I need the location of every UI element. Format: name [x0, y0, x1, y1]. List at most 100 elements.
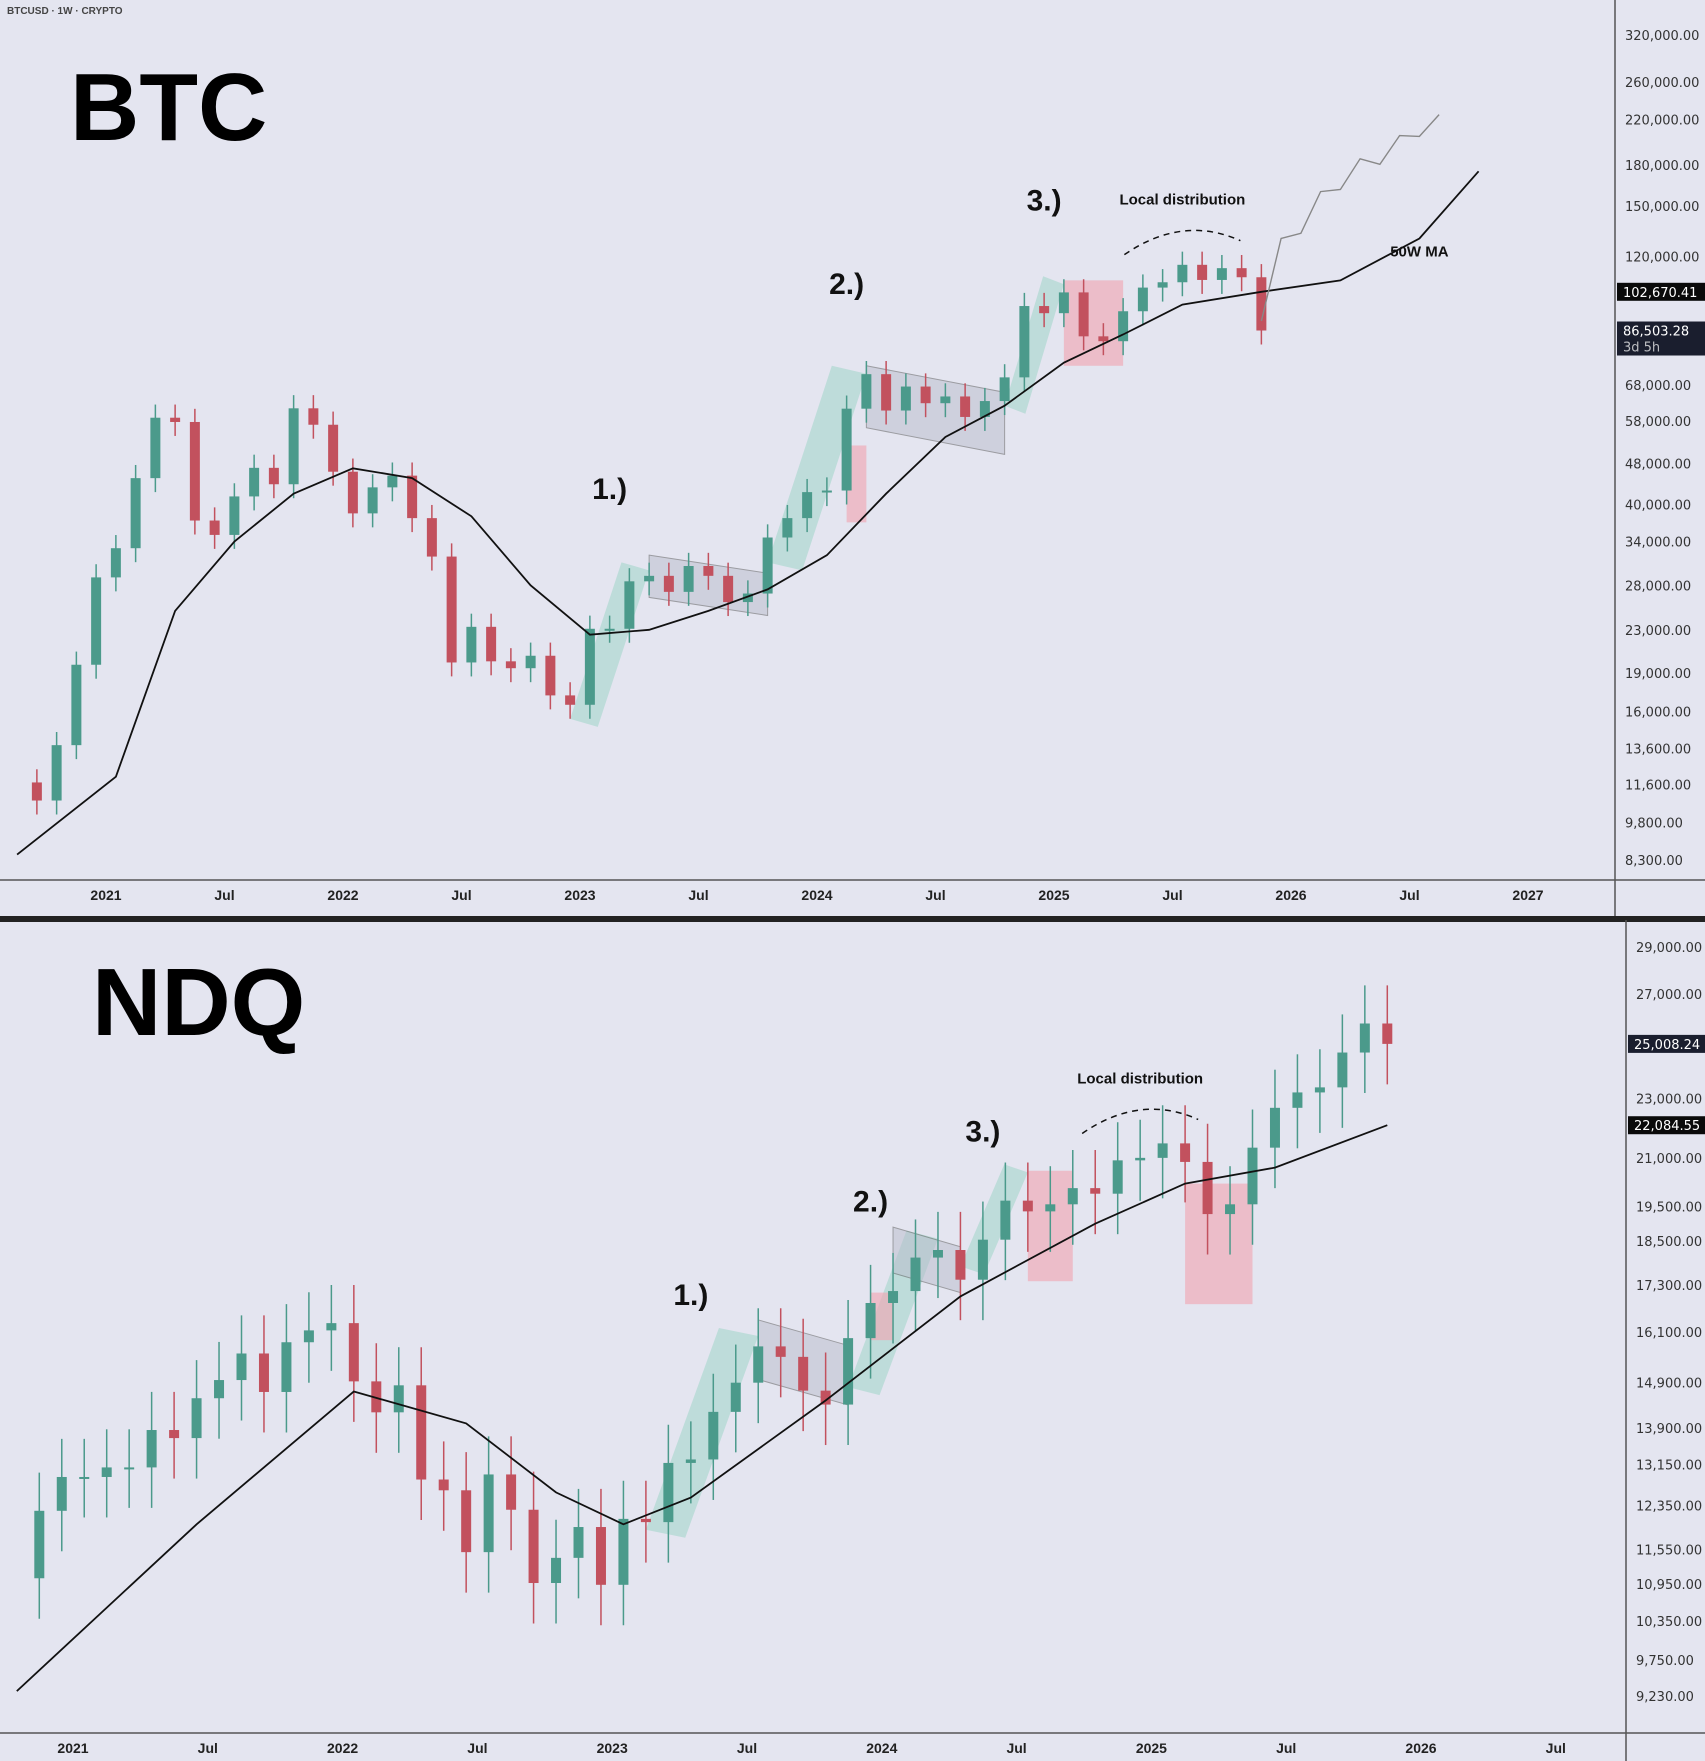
candle-body [367, 487, 378, 514]
price-tick-label: 21,000.00 [1636, 1152, 1702, 1167]
price-tick-label: 12,350.00 [1636, 1499, 1702, 1514]
price-tick-label: 48,000.00 [1625, 458, 1691, 473]
candle-body [551, 1557, 562, 1584]
price-tick-label: 150,000.00 [1625, 200, 1699, 215]
candle-body [762, 537, 773, 594]
candle-body [1135, 1157, 1146, 1161]
candle-body [1098, 336, 1109, 342]
time-tick-label: 2026 [1275, 887, 1306, 903]
candle-body [303, 1330, 314, 1343]
candle-body [91, 577, 102, 665]
projection-path [1260, 114, 1440, 322]
pullback-zone [870, 1292, 894, 1341]
price-label-box [1628, 1034, 1705, 1053]
impulse-zone [645, 1327, 759, 1538]
time-tick-label: Jul [737, 1740, 757, 1756]
time-tick-label: 2025 [1038, 887, 1069, 903]
candle-body [640, 1518, 651, 1523]
candle-body [79, 1476, 90, 1479]
candle-body [1090, 1188, 1101, 1194]
time-tick-label: 2024 [801, 887, 832, 903]
candle-body [505, 661, 516, 669]
time-tick-label: Jul [925, 887, 945, 903]
candle-body [920, 386, 931, 404]
candle-body [1039, 306, 1050, 314]
candle-body [124, 1467, 135, 1470]
candle-body [723, 575, 734, 603]
price-tick-label: 320,000.00 [1625, 29, 1699, 44]
candle-body [214, 1380, 225, 1399]
candle-body [56, 1476, 67, 1511]
distribution-arc [1081, 1108, 1199, 1135]
candle-body [1058, 292, 1069, 314]
price-tick-label: 9,800.00 [1625, 816, 1683, 831]
candle-body [146, 1430, 157, 1468]
candle-body [249, 467, 260, 497]
candle-body [1236, 268, 1247, 278]
candle-body [169, 1430, 180, 1439]
candle-body [1157, 1143, 1168, 1158]
candle-body [191, 1398, 202, 1439]
impulse-zone [1004, 276, 1064, 414]
candle-body [604, 628, 615, 631]
candle-body [101, 1467, 112, 1477]
time-tick-label: 2021 [57, 1740, 88, 1756]
candle-body [888, 1291, 899, 1303]
candle-body [861, 374, 872, 409]
time-tick-label: 2025 [1136, 1740, 1167, 1756]
price-tick-label: 23,000.00 [1636, 1093, 1702, 1108]
candle-body [1337, 1052, 1348, 1088]
candle-body [525, 655, 536, 669]
candle-body [407, 475, 418, 519]
btc-panel: 1.) 2.) 3.) Local distribution 50W MA 320,000… [0, 0, 1705, 922]
candle-body [71, 664, 82, 746]
candle-body [1112, 1160, 1123, 1194]
candle-body [328, 424, 339, 472]
candle-body [1202, 1161, 1213, 1215]
price-tick-label: 13,900.00 [1636, 1422, 1702, 1437]
candle-body [416, 1385, 427, 1480]
candle-body [1247, 1147, 1258, 1205]
candle-body [1292, 1092, 1303, 1108]
price-label: 22,084.55 [1634, 1119, 1700, 1134]
wave-label: 2.) [829, 268, 864, 301]
time-tick-label: Jul [688, 887, 708, 903]
candle-body [268, 467, 279, 485]
candle-body [308, 408, 319, 425]
price-tick-label: 13,600.00 [1625, 742, 1691, 757]
time-tick-label: 2023 [564, 887, 595, 903]
candle-body [1382, 1023, 1393, 1044]
candle-body [708, 1411, 719, 1460]
price-tick-label: 27,000.00 [1636, 988, 1702, 1003]
moving-average-line [16, 170, 1480, 856]
wave-label: 2.) [853, 1185, 888, 1218]
candle-body [393, 1385, 404, 1413]
candle-body [446, 556, 457, 663]
price-tick-label: 23,000.00 [1625, 624, 1691, 639]
time-tick-label: 2021 [90, 887, 121, 903]
candle-body [932, 1249, 943, 1258]
candle-body [426, 518, 437, 557]
panel-divider [0, 916, 1705, 922]
candle-body [348, 1323, 359, 1382]
candle-body [775, 1346, 786, 1357]
candle-body [258, 1353, 269, 1392]
candle-body [881, 374, 892, 411]
wave-label: 1.) [673, 1279, 708, 1312]
candle-body [461, 1490, 472, 1553]
time-tick-label: 2022 [327, 887, 358, 903]
candle-body [977, 1239, 988, 1280]
price-tick-label: 10,350.00 [1636, 1615, 1702, 1630]
candle-body [753, 1346, 764, 1383]
distribution-arc [1123, 229, 1241, 256]
candle-body [170, 417, 181, 422]
candle-body [979, 401, 990, 417]
time-tick-label: 2024 [866, 1740, 897, 1756]
candle-body [843, 1338, 854, 1405]
candle-body [685, 1459, 696, 1463]
price-tick-label: 28,000.00 [1625, 579, 1691, 594]
price-tick-label: 29,000.00 [1636, 941, 1702, 956]
time-tick-label: Jul [1399, 887, 1419, 903]
candle-body [110, 548, 121, 578]
